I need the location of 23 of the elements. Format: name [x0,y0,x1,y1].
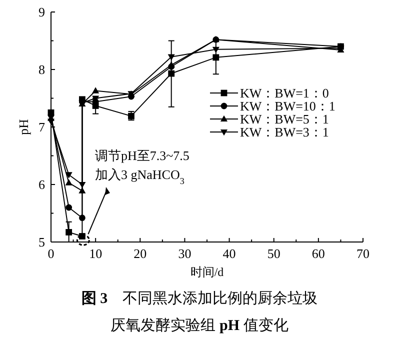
x-tick-label: 70 [356,246,370,261]
legend-label: KW：BW=1：0 [240,86,329,100]
x-tick-label: 20 [134,246,147,261]
legend-label: KW：BW=10：1 [240,98,336,114]
y-axis-title: pH [16,119,31,135]
annotation: 调节pH至7.3~7.5 [95,148,190,163]
x-tick-label: 10 [89,246,102,261]
x-axis-title: 时间/d [190,265,224,279]
y-tick-label: 9 [38,4,45,20]
legend-label: KW：BW=5：1 [240,112,329,126]
x-tick-label: 60 [312,246,325,261]
annotation: 加入3 gNaHCO$_{3}$ [95,167,185,186]
x-tick-label: 0 [48,246,54,261]
x-tick-label: 30 [178,246,192,261]
legend-label: KW：BW=3：1 [240,124,329,140]
text: 厌氧发酵实验组 pH 值变化 [110,317,288,334]
x-tick-label: 40 [222,246,236,261]
y-tick-label: 8 [38,62,45,77]
y-tick-label: 7 [38,120,46,134]
text: 图 3 不同黑水添加比例的厨余垃圾 [81,290,318,307]
y-tick-label: 6 [38,177,46,192]
x-tick-label: 50 [267,246,280,261]
y-tick-label: 5 [38,234,45,250]
